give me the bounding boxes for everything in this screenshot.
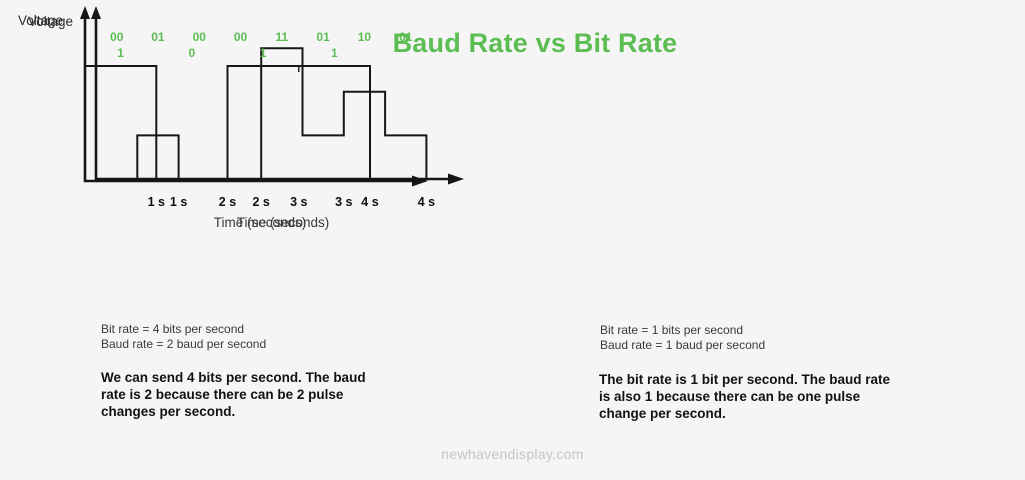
bit-value-label: 1 (117, 46, 124, 60)
bit-value-label: 00 (110, 30, 124, 44)
x-tick-label: 2 s (253, 195, 270, 209)
description-line: change per second. (599, 406, 726, 421)
right-rate-summary: Bit rate = 1 bits per second Baud rate =… (600, 323, 765, 353)
signal-waveform (96, 47, 428, 180)
baud-rate-text: Baud rate = 2 baud per second (101, 337, 267, 351)
bit-value-label: 1 (260, 46, 267, 60)
bit-value-label: 11 (276, 30, 289, 44)
bit-value-label: 00 (193, 30, 207, 44)
x-axis-arrowhead (412, 175, 428, 187)
bit-value-label: 01 (151, 30, 165, 44)
x-tick-label: 3 s (290, 195, 307, 209)
voltage-axis-label: Voltage (28, 14, 73, 29)
y-axis-arrowhead (91, 6, 101, 19)
time-axis-label: Time (seconds) (237, 215, 330, 230)
x-tick-label: 2 s (219, 195, 236, 209)
x-tick-label: 1 s (148, 195, 165, 209)
left-description: We can send 4 bits per second. The baud … (101, 369, 366, 420)
bit-value-label: 01 (316, 30, 330, 44)
x-tick-label: 3 s (335, 195, 352, 209)
x-axis-arrowhead (448, 173, 464, 185)
x-tick-label: 4 s (418, 195, 435, 209)
signal-waveform (84, 65, 371, 182)
left-rate-summary: Bit rate = 4 bits per second Baud rate =… (101, 322, 266, 352)
y-axis-arrowhead (80, 6, 90, 19)
description-line: changes per second. (101, 404, 236, 419)
description-line: rate is 2 because there can be 2 pulse (101, 387, 344, 402)
bit-rate-text: Bit rate = 4 bits per second (101, 322, 245, 336)
x-tick-label: 4 s (361, 195, 378, 209)
bit-value-label: 0 (189, 46, 196, 60)
bit-value-label: 00 (234, 30, 248, 44)
watermark-text: newhavendisplay.com (441, 446, 584, 462)
bit-value-label: 1 (331, 46, 338, 60)
page-title: Baud Rate vs Bit Rate (392, 28, 678, 58)
bit-rate-text: Bit rate = 1 bits per second (600, 323, 744, 337)
time-axis-label: Time (seconds) (214, 215, 307, 230)
baud-rate-text: Baud rate = 1 baud per second (600, 338, 766, 352)
right-description: The bit rate is 1 bit per second. The ba… (599, 371, 890, 422)
description-line: is also 1 because there can be one pulse (599, 389, 861, 404)
bit-value-label: 01 (399, 30, 413, 44)
voltage-axis-label: Voltage (18, 13, 63, 28)
bit-value-label: 10 (358, 30, 372, 44)
description-line: We can send 4 bits per second. The baud (101, 370, 366, 385)
x-tick-label: 1 s (170, 195, 187, 209)
description-line: The bit rate is 1 bit per second. The ba… (599, 372, 891, 387)
